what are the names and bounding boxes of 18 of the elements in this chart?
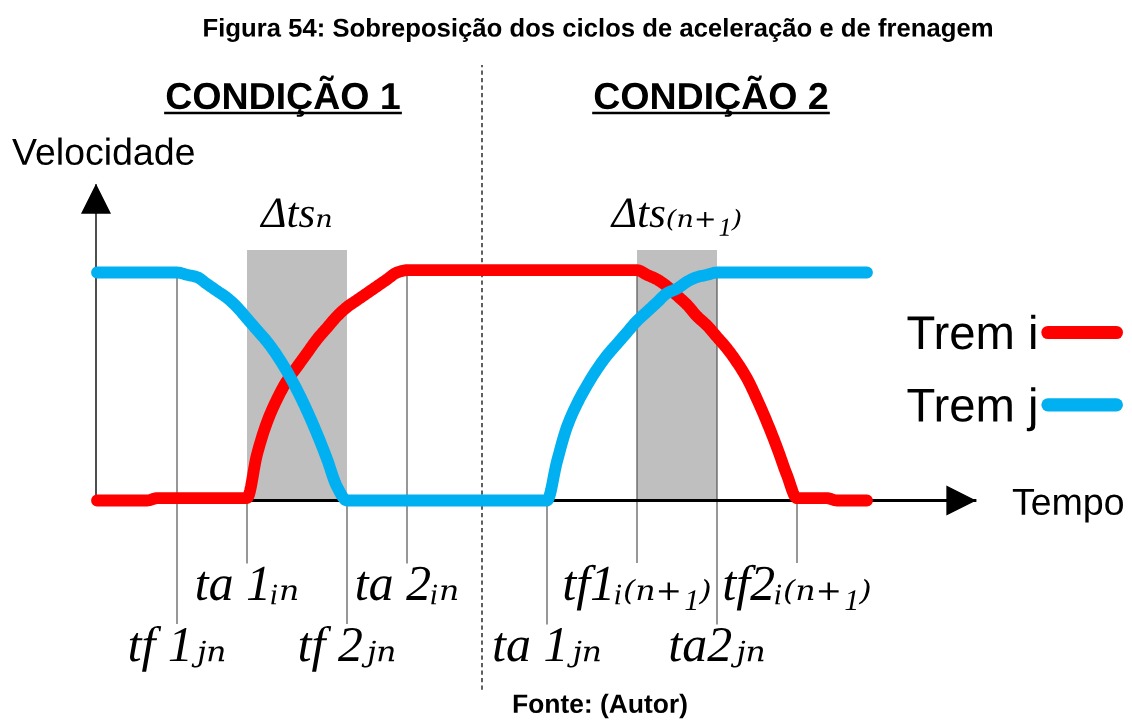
x-tick-label: ta 1ⱼₙ bbox=[494, 628, 600, 668]
x-tick-label: tf 1ⱼₙ bbox=[129, 625, 225, 672]
band-label: Δtsₙ bbox=[259, 198, 331, 228]
x-tick-label: ta 2ᵢₙ bbox=[356, 566, 458, 605]
legend-label: Trem j bbox=[907, 387, 1036, 432]
band-label: Δts₍ₙ₊₁₎ bbox=[610, 198, 741, 236]
text: CONDIÇÃO 2 bbox=[594, 75, 828, 117]
x-axis-title: Tempo bbox=[1012, 488, 1123, 523]
x-tick-label: tf 2ⱼₙ bbox=[299, 625, 395, 672]
x-tick-label: tf1ᵢ₍ₙ₊₁₎ bbox=[564, 564, 710, 611]
y-axis-title: Velocidade bbox=[12, 137, 194, 166]
legend-label: Trem i bbox=[907, 314, 1036, 350]
x-tick-label: ta2ⱼₙ bbox=[670, 627, 764, 668]
x-tick-label: ta 1ᵢₙ bbox=[196, 566, 298, 605]
x-tick-label: tf2ᵢ₍ₙ₊₁₎ bbox=[724, 564, 870, 611]
chart-title: Figura 54: Sobreposição dos ciclos de aceleração e de frenagem bbox=[204, 17, 992, 43]
text: CONDIÇÃO 1 bbox=[166, 75, 400, 117]
source-note: Fonte: (Autor) bbox=[513, 693, 687, 719]
